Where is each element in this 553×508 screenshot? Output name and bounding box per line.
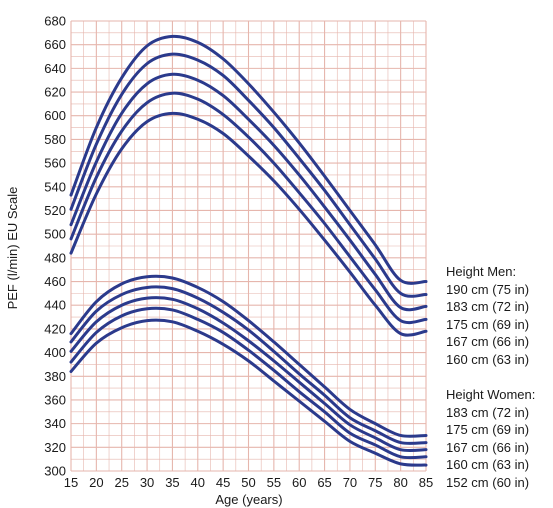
x-tick-label: 50: [241, 475, 255, 490]
x-tick-label: 35: [165, 475, 179, 490]
legend-women-item: 183 cm (72 in): [446, 404, 530, 420]
legend-women-item: 152 cm (60 in): [446, 474, 530, 490]
x-tick-label: 80: [393, 475, 407, 490]
y-tick-label: 560: [44, 156, 66, 171]
legend-women-item: 167 cm (66 in): [446, 439, 530, 455]
x-tick-label: 70: [343, 475, 357, 490]
women-series-line: [69, 306, 428, 460]
y-tick-label: 360: [44, 392, 66, 407]
x-tick-labels: 15 20 25 30 35 40 45 50 55 60 65 70 75 80 85: [64, 475, 433, 490]
men-series-line: [69, 111, 428, 337]
x-tick-label: 60: [292, 475, 306, 490]
men-series-line: [69, 52, 428, 298]
y-tick-label: 300: [44, 464, 66, 479]
x-tick-label: 30: [140, 475, 154, 490]
legend-men-item: 190 cm (75 in): [446, 281, 530, 297]
y-tick-label: 520: [44, 203, 66, 218]
y-tick-label: 620: [44, 85, 66, 100]
x-tick-label: 25: [114, 475, 128, 490]
y-tick-label: 440: [44, 298, 66, 313]
y-tick-label: 340: [44, 416, 66, 431]
y-tick-label: 600: [44, 108, 66, 123]
legend-men-item: 175 cm (69 in): [446, 316, 530, 332]
y-tick-label: 480: [44, 250, 66, 265]
women-series-line: [69, 274, 428, 438]
y-tick-label: 500: [44, 227, 66, 242]
y-tick-label: 580: [44, 132, 66, 147]
y-tick-label: 400: [44, 345, 66, 360]
y-tick-labels: 300 320 340 360 380 400 420 440 460 480 500 520 540 5…: [44, 14, 66, 479]
legend-men-item: 167 cm (66 in): [446, 334, 530, 350]
y-tick-label: 640: [44, 61, 66, 76]
y-tick-label: 320: [44, 440, 66, 455]
women-series-line: [69, 285, 428, 445]
men-series-line: [69, 72, 428, 312]
series-lines: [69, 34, 428, 467]
y-tick-label: 460: [44, 274, 66, 289]
x-tick-label: 45: [216, 475, 230, 490]
x-tick-label: 85: [419, 475, 433, 490]
x-tick-label: 20: [89, 475, 103, 490]
legend-men: Height Men: 190 cm (75 in) 183 cm (72 in…: [446, 263, 529, 369]
legend-women-item: 175 cm (69 in): [446, 422, 530, 438]
men-series-line: [69, 91, 428, 325]
x-tick-label: 55: [267, 475, 281, 490]
y-tick-label: 540: [44, 179, 66, 194]
legend-women-title: Height Women:: [446, 387, 536, 402]
y-tick-label: 420: [44, 321, 66, 336]
legend-women: Height Women: 183 cm (72 in) 175 cm (69 …: [446, 386, 535, 492]
legend-men-item: 160 cm (63 in): [446, 351, 530, 367]
x-tick-label: 40: [191, 475, 205, 490]
y-tick-label: 680: [44, 14, 66, 29]
x-axis-label: Age (years): [215, 492, 282, 507]
y-tick-label: 380: [44, 369, 66, 384]
men-series-line: [69, 34, 428, 285]
x-tick-label: 15: [64, 475, 78, 490]
y-axis-label: PEF (l/min) EU Scale: [5, 187, 20, 310]
x-tick-label: 65: [317, 475, 331, 490]
y-tick-label: 660: [44, 37, 66, 52]
legend-men-item: 183 cm (72 in): [446, 299, 530, 315]
women-series-line: [69, 318, 428, 467]
legend-women-item: 160 cm (63 in): [446, 457, 530, 473]
legend-men-title: Height Men:: [446, 264, 517, 279]
women-series-line: [69, 296, 428, 453]
x-tick-label: 75: [368, 475, 382, 490]
